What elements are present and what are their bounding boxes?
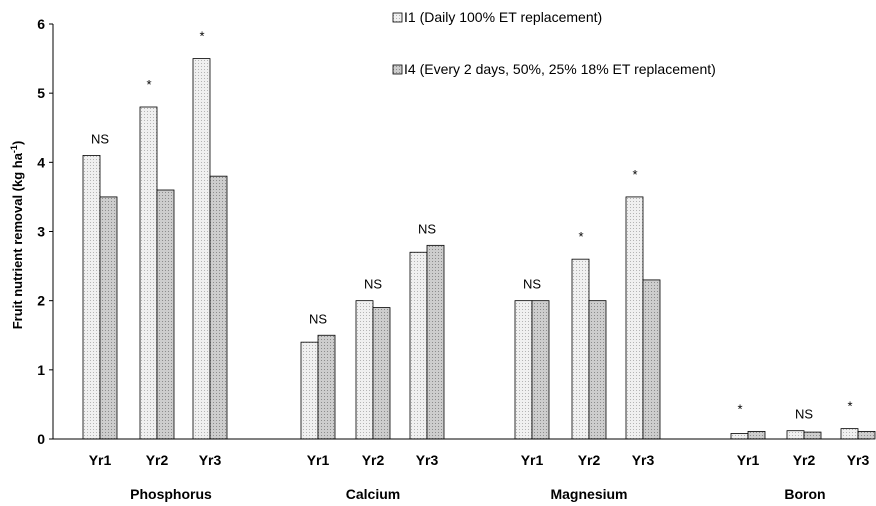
y-axis: 0 1 2 3 4 5 6 [37,16,54,447]
bar-i1-phosphorus-yr1 [82,155,101,440]
significance-label: NS [309,311,327,326]
significance-label: NS [418,221,436,236]
x-category-label: Yr2 [793,452,816,468]
significance-label: * [146,77,151,92]
bars [82,58,876,440]
bar-i1-boron-yr3 [840,428,859,440]
x-category-label: Yr3 [632,452,655,468]
bar-i4-magnesium-yr3 [642,279,661,440]
x-category-label: Yr2 [578,452,601,468]
significance-labels: NS * * NS NS NS NS * * * NS * [91,29,853,422]
legend-label-i4: I4 (Every 2 days, 50%, 25% 18% ET replac… [404,61,716,77]
bar-i4-magnesium-yr1 [531,300,550,440]
x-category-label: Yr1 [737,452,760,468]
bar-i4-boron-yr2 [803,431,822,440]
bar-i4-calcium-yr1 [317,334,336,440]
legend-label-i1: I1 (Daily 100% ET replacement) [404,9,602,25]
bar-i4-magnesium-yr2 [588,300,607,440]
bar-i4-phosphorus-yr2 [156,189,175,440]
bar-i1-phosphorus-yr3 [192,58,211,440]
bar-i1-calcium-yr3 [409,251,428,440]
group-label-magnesium: Magnesium [550,486,627,502]
bar-i4-phosphorus-yr1 [99,196,118,440]
bar-i4-calcium-yr3 [426,244,445,440]
x-category-label: Yr3 [847,452,870,468]
legend-swatch-i1 [392,12,403,23]
x-category-label: Yr1 [307,452,330,468]
bar-i4-phosphorus-yr3 [209,175,228,440]
legend-item-i4: I4 (Every 2 days, 50%, 25% 18% ET replac… [392,61,716,77]
bar-i1-phosphorus-yr2 [139,106,158,440]
x-category-label: Yr1 [89,452,112,468]
x-category-label: Yr2 [362,452,385,468]
significance-label: * [578,229,583,244]
y-tick-label: 2 [37,293,45,309]
x-category-label: Yr3 [416,452,439,468]
bar-i1-boron-yr1 [730,433,749,440]
significance-label: NS [523,277,541,292]
legend: I1 (Daily 100% ET replacement) I4 (Every… [392,9,716,77]
group-label-phosphorus: Phosphorus [130,486,212,502]
y-tick-label: 5 [37,85,45,101]
y-tick-label: 4 [37,154,45,170]
bar-i1-boron-yr2 [786,430,805,440]
significance-label: NS [91,131,109,146]
legend-item-i1: I1 (Daily 100% ET replacement) [392,9,602,25]
significance-label: * [632,167,637,182]
significance-label: * [737,401,742,416]
bar-i4-boron-yr3 [857,430,876,440]
legend-swatch-i4 [392,64,403,75]
significance-label: * [847,399,852,414]
bar-i4-calcium-yr2 [372,307,391,440]
group-label-calcium: Calcium [346,486,400,502]
y-tick-label: 1 [37,362,45,378]
x-axis: Yr1 Yr2 Yr3 Phosphorus Yr1 Yr2 Yr3 Calcium Yr1 Yr… [53,438,870,502]
x-category-label: Yr3 [199,452,222,468]
group-label-boron: Boron [784,486,825,502]
significance-label: NS [795,407,813,422]
x-category-label: Yr2 [146,452,169,468]
x-category-label: Yr1 [521,452,544,468]
y-tick-label: 6 [37,16,45,32]
bar-i1-magnesium-yr2 [571,258,590,440]
significance-label: * [199,29,204,44]
y-tick-label: 0 [37,431,45,447]
bar-i4-boron-yr1 [747,430,766,440]
bar-i1-magnesium-yr1 [514,300,533,440]
bar-i1-calcium-yr2 [355,300,374,440]
y-axis-label: Fruit nutrient removal (kg ha-1) [9,141,25,330]
bar-i1-magnesium-yr3 [625,196,644,440]
bar-i1-calcium-yr1 [300,341,319,440]
significance-label: NS [364,277,382,292]
y-tick-label: 3 [37,224,45,240]
